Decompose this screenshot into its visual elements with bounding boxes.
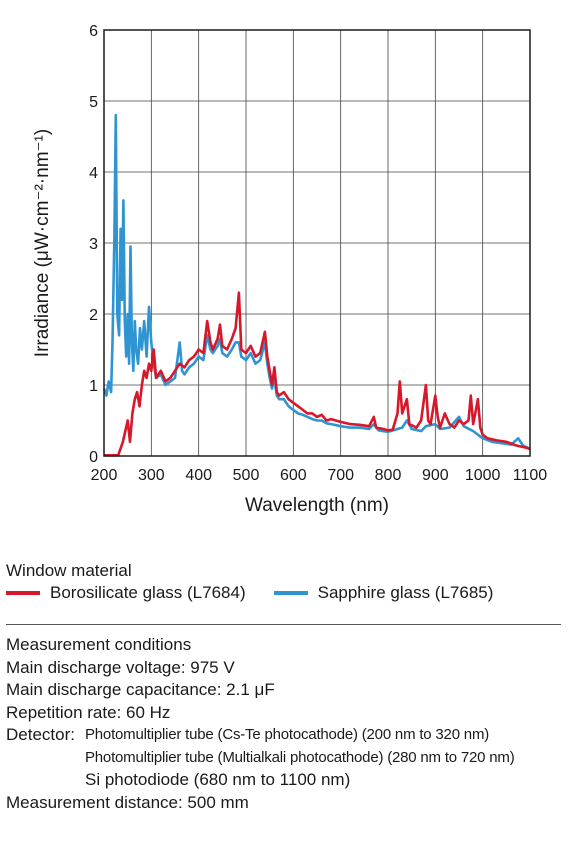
x-tick-label: 700 [327,467,354,484]
y-tick-label: 1 [89,378,98,395]
y-tick-label: 4 [89,165,98,182]
detector-item: Photomultiplier tube (Multialkali photoc… [84,748,515,766]
legend-swatch-borosilicate [6,591,40,595]
x-tick-label: 1100 [513,467,548,484]
conditions-heading: Measurement conditions [6,635,192,654]
y-tick-label: 2 [89,307,98,324]
condition-detector: Detector: Photomultiplier tube (Cs-Te ph… [6,724,515,792]
x-tick-label: 800 [375,467,402,484]
divider [6,624,561,625]
y-axis-title: Irradiance (μW·cm⁻²·nm⁻¹) [32,129,53,357]
irradiance-chart: 200 300 400 500 600 700 800 900 1000 11000123456 … [32,23,547,516]
series-line-borosilicate [104,291,531,457]
x-tick-label: 300 [138,467,165,484]
x-tick-label: 500 [233,467,260,484]
detector-list: Photomultiplier tube (Cs-Te photocathode… [85,724,515,792]
x-tick-label: 1000 [465,467,501,484]
legend-item-borosilicate: Borosilicate glass (L7684) [6,583,246,603]
y-tick-label: 3 [89,236,98,253]
legend-label-borosilicate: Borosilicate glass (L7684) [50,583,246,602]
detector-label: Detector: [6,725,75,744]
x-tick-label: 900 [422,467,449,484]
detector-item: Si photodiode (680 nm to 1100 nm) [84,770,351,789]
y-tick-label: 6 [89,23,98,40]
legend-swatch-sapphire [273,591,308,595]
x-axis-title: Wavelength (nm) [245,495,389,516]
legend: Window material Borosilicate glass (L768… [6,561,566,603]
legend-label-sapphire: Sapphire glass (L7685) [317,583,494,602]
condition-rate: Repetition rate: 60 Hz [6,702,171,722]
chart-grid [103,29,531,457]
x-tick-label: 600 [280,467,307,484]
x-tick-label: 200 [91,467,118,484]
series-line-sapphire [102,113,531,451]
chart-series [102,113,531,457]
x-tick-label: 400 [185,467,212,484]
y-tick-label: 5 [89,94,98,111]
condition-distance: Measurement distance: 500 mm [6,792,249,812]
y-tick-label: 0 [89,449,98,466]
condition-capacitance: Main discharge capacitance: 2.1 μF [6,680,275,699]
plot-frame [103,29,531,457]
measurement-conditions: Measurement conditions Main discharge vo… [6,634,515,814]
legend-title: Window material [6,561,132,580]
chart-ticks: 200 300 400 500 600 700 800 900 1000 1100 0 1 2 3 4 5 6 [89,23,547,484]
legend-item-sapphire: Sapphire glass (L7685) [273,583,494,603]
detector-item: Photomultiplier tube (Cs-Te photocathode… [84,726,490,743]
condition-voltage: Main discharge voltage: 975 V [6,657,235,677]
